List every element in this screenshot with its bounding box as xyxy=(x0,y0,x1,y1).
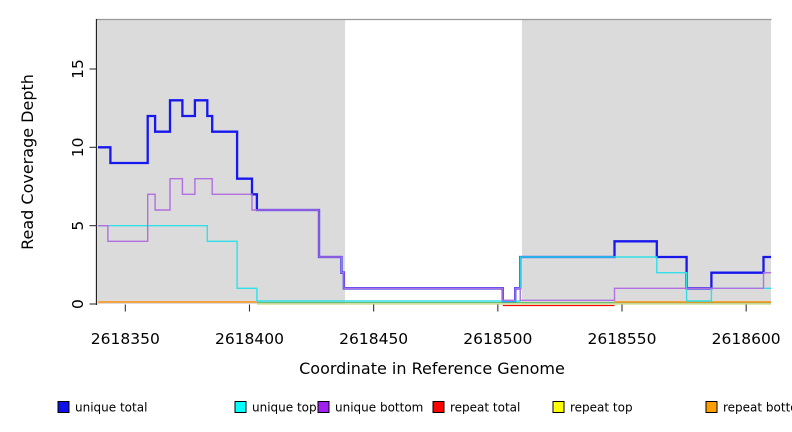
x-tick-label: 2618350 xyxy=(91,330,160,348)
legend-swatch-repeat-bottom xyxy=(705,401,718,413)
legend-label-unique-bottom: unique bottom xyxy=(335,401,423,415)
y-tick-label: 5 xyxy=(69,221,87,231)
legend-swatch-repeat-top xyxy=(552,401,565,413)
x-tick-label: 2618400 xyxy=(215,330,284,348)
legend-swatch-unique-top xyxy=(234,401,247,413)
legend-swatch-repeat-total xyxy=(432,401,445,413)
axis-frame-layer xyxy=(95,18,772,305)
legend: unique total unique top unique bottom repea… xyxy=(57,401,792,415)
legend-swatch-unique-total xyxy=(57,401,70,413)
shaded-region-2 xyxy=(521,20,771,304)
series-lines-layer xyxy=(98,99,771,307)
x-tick-label: 2618600 xyxy=(712,330,781,348)
legend-label-repeat-total: repeat total xyxy=(450,401,520,415)
legend-label-unique-total: unique total xyxy=(75,401,147,415)
y-axis-title: Read Coverage Depth xyxy=(18,74,37,250)
x-axis-title: Coordinate in Reference Genome xyxy=(299,359,565,378)
legend-label-repeat-top: repeat top xyxy=(570,401,633,415)
y-tick-label: 15 xyxy=(69,59,87,79)
tick-layer: 2618350 2618400 2618450 2618500 2618550 26186… xyxy=(69,59,781,348)
shaded-regions-layer xyxy=(98,20,771,304)
legend-label-unique-top: unique top xyxy=(252,401,317,415)
x-tick-label: 2618500 xyxy=(463,330,532,348)
y-tick-label: 0 xyxy=(69,299,87,309)
legend-swatch-unique-bottom xyxy=(317,401,330,413)
x-tick-label: 2618450 xyxy=(339,330,408,348)
series-line-unique-bottom xyxy=(98,178,771,301)
x-tick-label: 2618550 xyxy=(587,330,656,348)
legend-label-repeat-bottom: repeat bottom xyxy=(723,401,792,415)
y-tick-label: 10 xyxy=(69,137,87,157)
series-line-unique-top xyxy=(98,225,771,302)
